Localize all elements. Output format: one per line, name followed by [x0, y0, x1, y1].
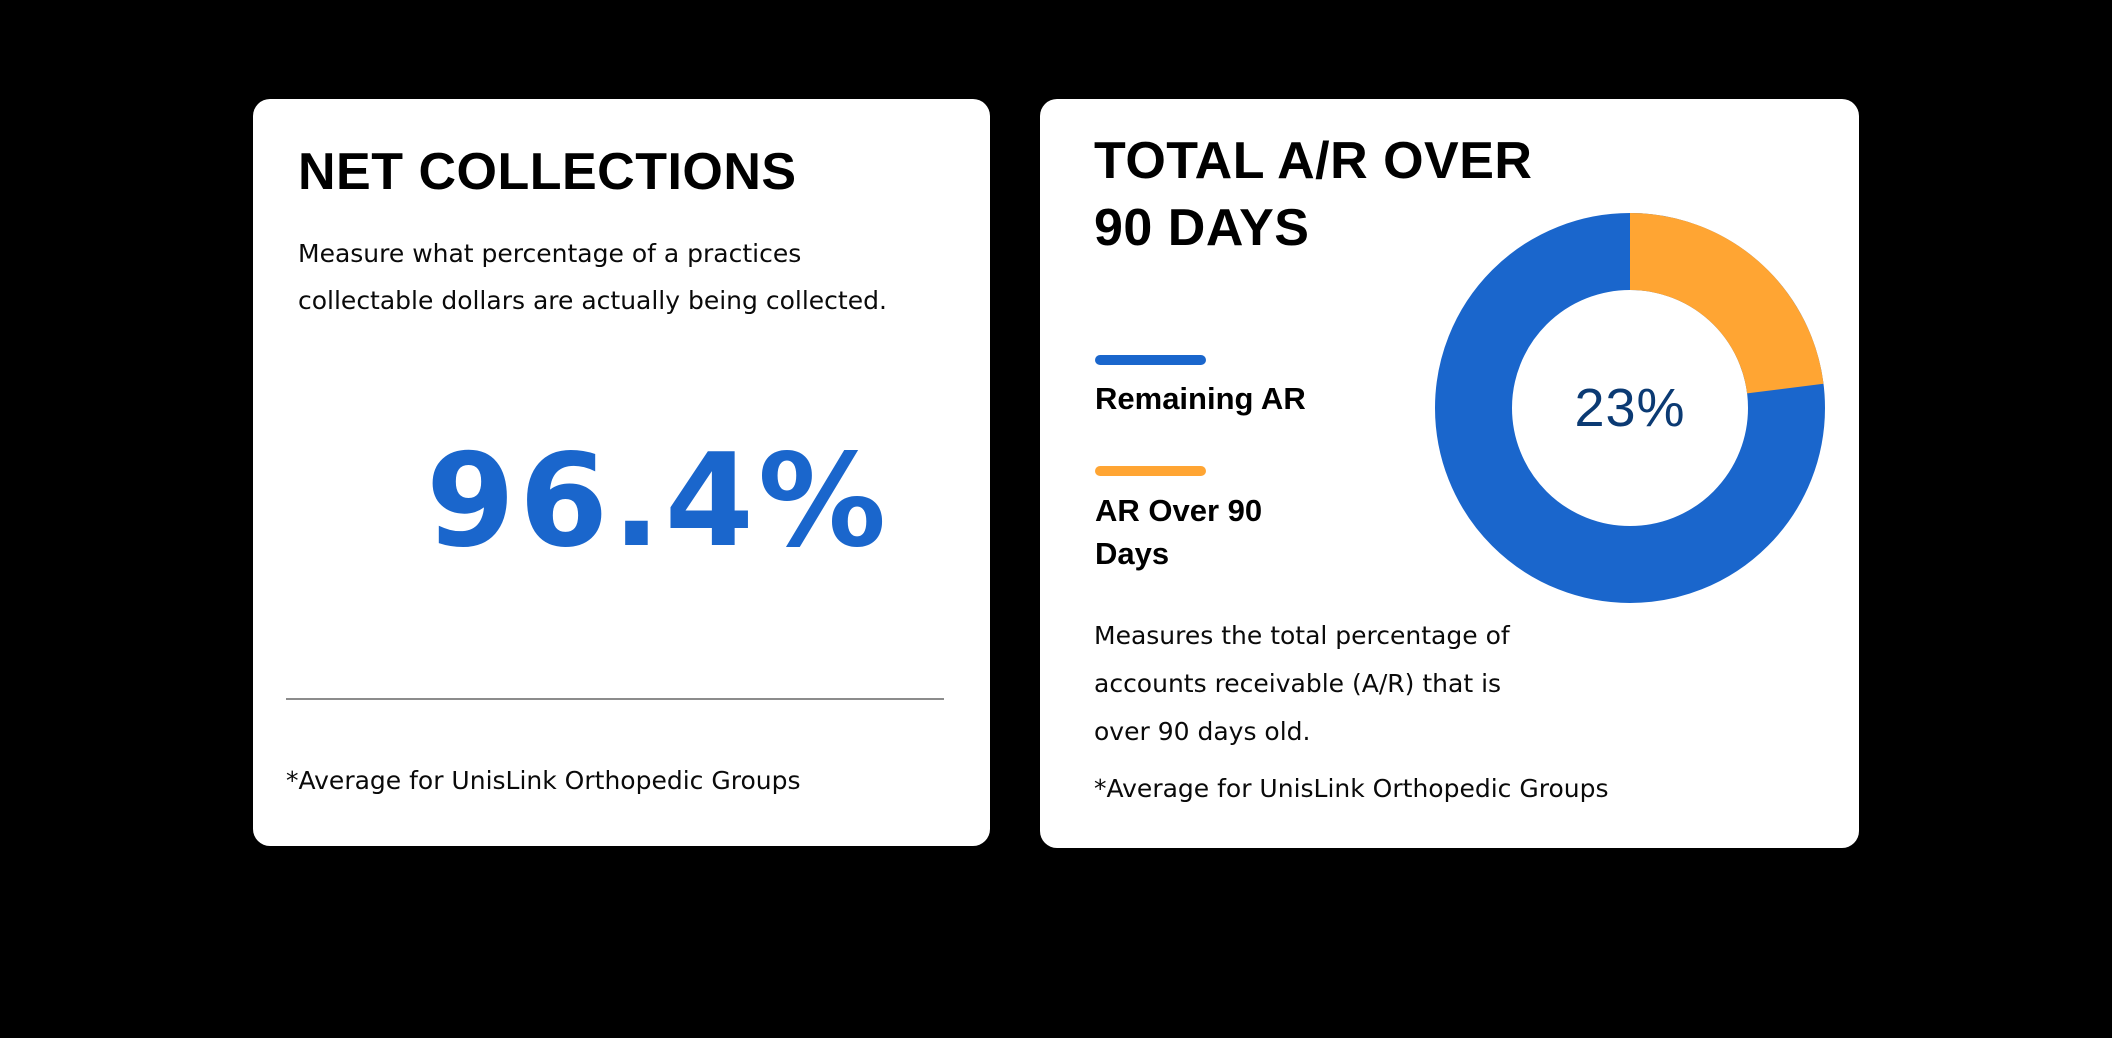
ar-description-line-1: Measures the total percentage of — [1094, 621, 1510, 650]
net-collections-footnote: *Average for UnisLink Orthopedic Groups — [286, 766, 801, 795]
donut-chart: 23% — [1435, 213, 1825, 603]
ar-over-90-card: TOTAL A/R OVER 90 DAYS Remaining AR AR O… — [1040, 99, 1859, 848]
donut-center-label: 23% — [1574, 378, 1686, 438]
net-collections-card: NET COLLECTIONS Measure what percentage … — [253, 99, 990, 846]
net-collections-description-line-2: collectable dollars are actually being c… — [298, 286, 887, 315]
donut-chart-svg — [1435, 213, 1825, 603]
ar-description-line-2: accounts receivable (A/R) that is — [1094, 669, 1502, 698]
divider — [286, 698, 944, 700]
ar-footnote: *Average for UnisLink Orthopedic Groups — [1094, 774, 1609, 803]
legend-swatch-ar-over-90 — [1095, 466, 1206, 476]
ar-description-line-3: over 90 days old. — [1094, 717, 1311, 746]
legend-label-remaining-ar: Remaining AR — [1095, 381, 1306, 416]
legend-label-ar-over-90-line-2: Days — [1095, 536, 1170, 571]
net-collections-title: NET COLLECTIONS — [298, 143, 797, 201]
net-collections-description-line-1: Measure what percentage of a practices — [298, 239, 802, 268]
legend-label-ar-over-90-line-1: AR Over 90 — [1095, 493, 1263, 528]
ar-title-line-1: TOTAL A/R OVER — [1094, 132, 1533, 190]
donut-segment-ar-over-90 — [1435, 213, 1825, 603]
ar-title-line-2: 90 DAYS — [1094, 199, 1310, 257]
net-collections-value: 96.4% — [426, 427, 891, 576]
legend-swatch-remaining-ar — [1095, 355, 1206, 365]
